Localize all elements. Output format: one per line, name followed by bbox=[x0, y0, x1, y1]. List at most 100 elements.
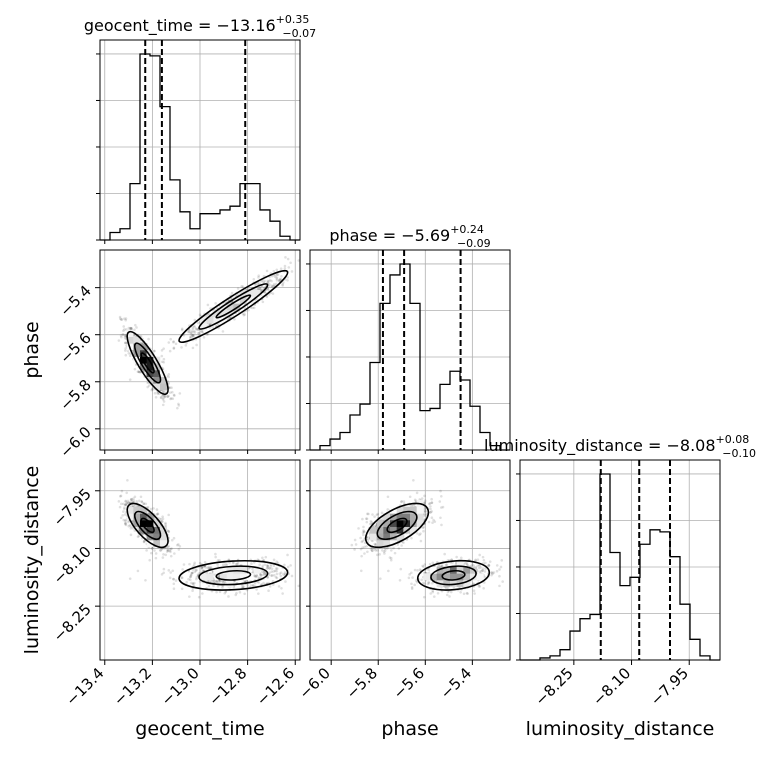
contour-level-1 bbox=[198, 565, 269, 586]
sample-point bbox=[283, 267, 287, 270]
sample-point bbox=[161, 403, 165, 407]
density-cell bbox=[226, 310, 234, 317]
sample-point bbox=[423, 499, 427, 503]
sample-point bbox=[193, 331, 197, 334]
sample-point bbox=[481, 567, 485, 570]
sample-point bbox=[500, 559, 504, 562]
sample-point bbox=[267, 279, 271, 283]
sample-point bbox=[162, 396, 165, 400]
sample-point bbox=[162, 553, 165, 556]
sample-point bbox=[413, 498, 417, 502]
sample-point bbox=[272, 269, 276, 273]
sample-point bbox=[196, 328, 200, 332]
sample-point bbox=[172, 340, 175, 343]
sample-point bbox=[170, 538, 174, 542]
sample-point bbox=[122, 518, 126, 522]
sample-point bbox=[478, 585, 482, 588]
sample-point bbox=[257, 274, 261, 278]
density-cell bbox=[430, 566, 437, 574]
sample-point bbox=[261, 300, 265, 304]
sample-point bbox=[266, 566, 269, 570]
sample-point bbox=[172, 536, 176, 540]
sample-point bbox=[169, 571, 172, 574]
sample-point bbox=[280, 587, 283, 590]
sample-point bbox=[472, 589, 476, 593]
sample-point bbox=[180, 327, 184, 331]
sample-point bbox=[424, 509, 427, 513]
sample-point bbox=[492, 571, 496, 574]
sample-point bbox=[188, 595, 191, 598]
contour-level-0 bbox=[215, 294, 252, 319]
sample-point bbox=[156, 392, 160, 395]
sample-point bbox=[217, 580, 221, 583]
sample-point bbox=[407, 576, 411, 580]
sample-point bbox=[234, 593, 238, 597]
sample-point bbox=[280, 275, 283, 278]
sample-point bbox=[390, 549, 393, 552]
sample-point bbox=[129, 525, 133, 528]
density-cell bbox=[146, 376, 154, 384]
density-cell bbox=[253, 566, 261, 574]
sample-point bbox=[411, 576, 414, 579]
sample-point bbox=[152, 507, 155, 510]
sample-point bbox=[418, 568, 422, 571]
sample-point bbox=[154, 395, 158, 399]
sample-point bbox=[283, 264, 287, 268]
sample-point bbox=[216, 584, 220, 588]
sample-point bbox=[132, 499, 136, 503]
sample-point bbox=[151, 388, 154, 391]
hist-steps-phase bbox=[310, 263, 510, 451]
sample-point bbox=[153, 391, 157, 395]
sample-point bbox=[274, 575, 278, 579]
sample-point bbox=[363, 545, 366, 549]
sample-point bbox=[495, 564, 499, 567]
sample-point bbox=[412, 479, 415, 482]
sample-point bbox=[137, 370, 141, 374]
sample-point bbox=[140, 500, 144, 504]
sample-point bbox=[498, 584, 501, 588]
sample-point bbox=[272, 564, 276, 568]
sample-point bbox=[410, 571, 413, 575]
sample-point bbox=[380, 511, 384, 515]
sample-point bbox=[400, 544, 403, 547]
sample-point bbox=[360, 554, 363, 558]
sample-point bbox=[187, 330, 191, 333]
sample-point bbox=[127, 520, 130, 524]
sample-point bbox=[389, 558, 393, 562]
sample-point bbox=[135, 499, 138, 503]
sample-point bbox=[263, 279, 267, 283]
sample-point bbox=[240, 285, 243, 288]
sample-point bbox=[124, 341, 127, 345]
sample-point bbox=[192, 324, 196, 328]
sample-point bbox=[166, 395, 169, 398]
sample-point bbox=[122, 325, 126, 328]
sample-point bbox=[162, 567, 166, 571]
sample-point bbox=[195, 575, 199, 579]
sample-point bbox=[131, 504, 135, 508]
sample-point bbox=[481, 569, 484, 572]
sample-point bbox=[123, 317, 126, 320]
sample-point bbox=[161, 517, 165, 521]
sample-point bbox=[431, 521, 434, 525]
sample-point bbox=[271, 292, 275, 295]
sample-point bbox=[430, 516, 434, 519]
sample-point bbox=[272, 570, 276, 573]
sample-point bbox=[189, 578, 192, 582]
sample-point bbox=[118, 505, 122, 509]
sample-point bbox=[215, 590, 218, 594]
sample-point bbox=[172, 577, 175, 581]
sample-point bbox=[125, 501, 129, 505]
sample-point bbox=[424, 510, 427, 513]
sample-point bbox=[124, 521, 127, 525]
sample-point bbox=[206, 303, 210, 307]
sample-point bbox=[158, 517, 161, 520]
sample-point bbox=[427, 502, 431, 506]
density-cell bbox=[153, 383, 161, 391]
sample-point bbox=[190, 329, 194, 333]
sample-point bbox=[269, 565, 273, 568]
sample-point bbox=[258, 287, 262, 290]
sample-point bbox=[142, 502, 146, 506]
density-cell bbox=[146, 370, 154, 377]
sample-point bbox=[415, 580, 419, 584]
sample-point bbox=[117, 500, 121, 503]
